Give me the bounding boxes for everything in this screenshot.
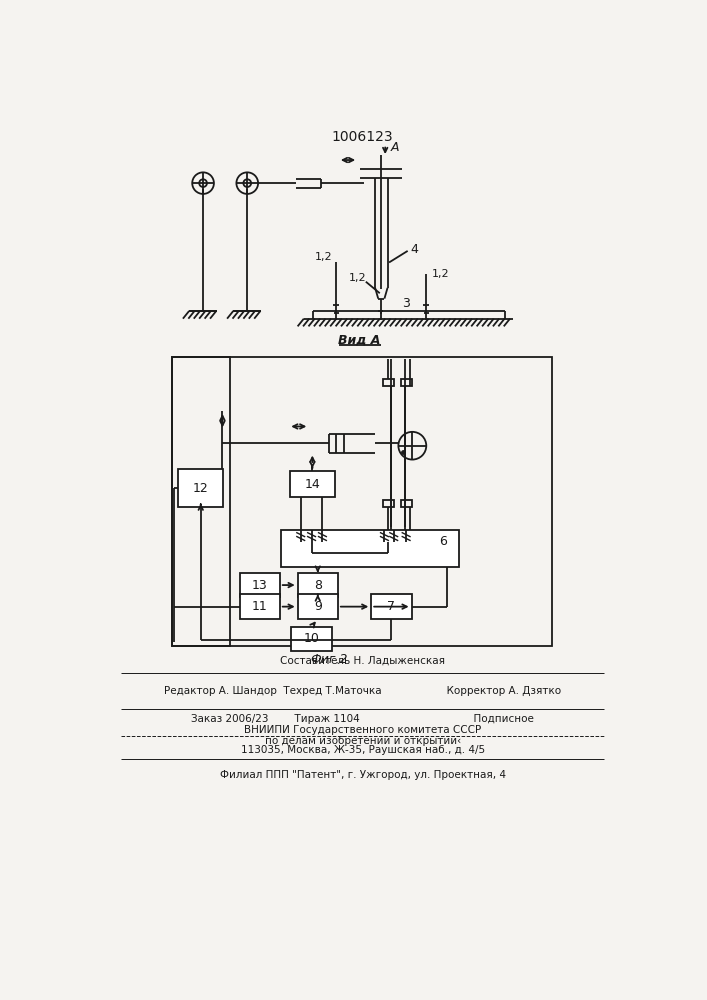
Text: 7: 7 — [387, 600, 395, 613]
Bar — [383, 500, 394, 507]
Text: 13: 13 — [252, 579, 267, 592]
Text: 1,2: 1,2 — [315, 252, 332, 262]
Bar — [291, 627, 332, 651]
Bar — [383, 379, 394, 386]
Text: 1,2: 1,2 — [432, 269, 450, 279]
Bar — [298, 573, 338, 597]
Bar — [240, 594, 280, 619]
Text: 14: 14 — [305, 478, 320, 491]
Text: 113035, Москва, Ж-35, Раушская наб., д. 4/5: 113035, Москва, Ж-35, Раушская наб., д. … — [240, 745, 485, 755]
Text: ВНИИПИ Государственного комитета СССР: ВНИИПИ Государственного комитета СССР — [244, 725, 481, 735]
Bar — [298, 594, 338, 619]
Bar — [172, 357, 552, 646]
Bar — [371, 594, 411, 619]
Bar — [402, 379, 412, 386]
Bar — [281, 530, 459, 567]
Text: 3: 3 — [402, 297, 410, 310]
Text: 8: 8 — [314, 579, 322, 592]
Text: Заказ 2006/23        Тираж 1104                                   Подписное: Заказ 2006/23 Тираж 1104 Подписное — [192, 714, 534, 724]
Bar — [178, 469, 223, 507]
Text: Редактор А. Шандор  Техред Т.Маточка                    Корректор А. Дзятко: Редактор А. Шандор Техред Т.Маточка Корр… — [164, 686, 561, 696]
Bar — [402, 500, 412, 507]
Text: 9: 9 — [314, 600, 322, 613]
Text: 11: 11 — [252, 600, 267, 613]
Text: 6: 6 — [439, 535, 448, 548]
Text: 4: 4 — [410, 243, 418, 256]
Text: А: А — [391, 141, 399, 154]
Text: 12: 12 — [193, 482, 209, 495]
Text: Фиг.2: Фиг.2 — [310, 653, 347, 666]
Text: Составитель Н. Ладыженская: Составитель Н. Ладыженская — [280, 656, 445, 666]
Text: Филиал ППП "Патент", г. Ужгород, ул. Проектная, 4: Филиал ППП "Патент", г. Ужгород, ул. Про… — [220, 770, 506, 780]
Text: Вид А: Вид А — [339, 334, 381, 347]
Text: 10: 10 — [303, 632, 320, 645]
Text: 1006123: 1006123 — [332, 130, 394, 144]
Bar — [240, 573, 280, 597]
Bar — [290, 471, 335, 497]
Text: 1,2: 1,2 — [349, 273, 367, 283]
Bar — [172, 357, 230, 646]
Text: по делам изобретений и открытий‹: по делам изобретений и открытий‹ — [264, 736, 461, 746]
